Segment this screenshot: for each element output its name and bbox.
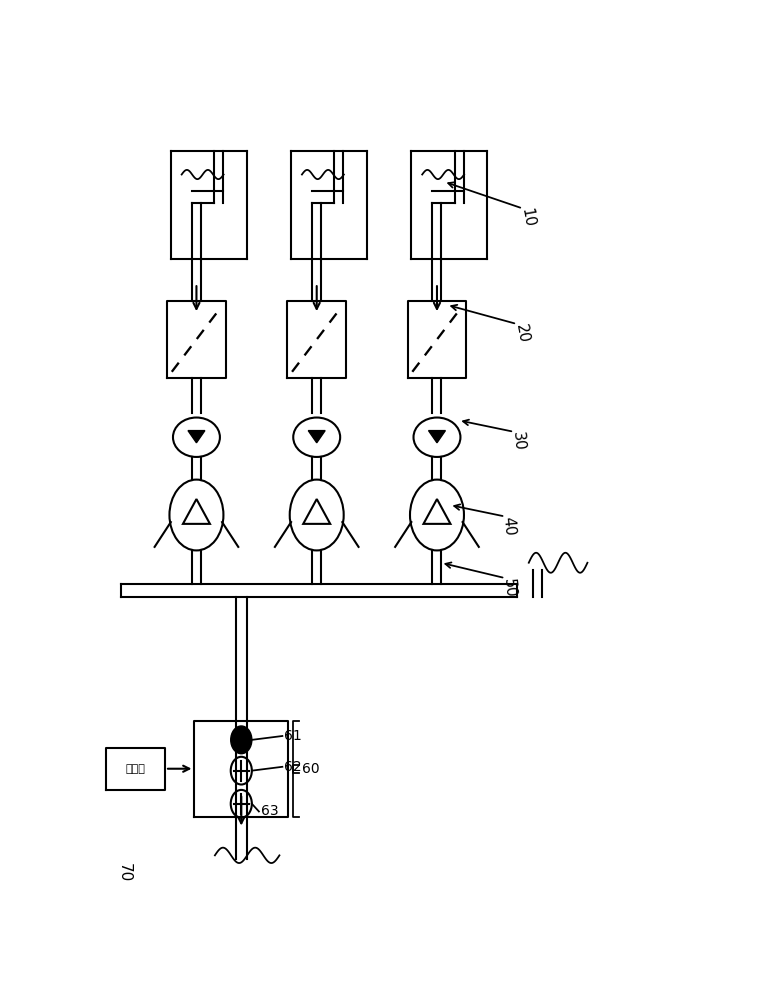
Text: 70: 70 <box>117 863 132 882</box>
Text: 61: 61 <box>284 729 302 743</box>
Text: 20: 20 <box>512 323 531 344</box>
Polygon shape <box>428 431 445 443</box>
Text: 50: 50 <box>501 577 517 598</box>
Polygon shape <box>188 431 205 443</box>
Text: 30: 30 <box>509 431 526 452</box>
Text: 10: 10 <box>519 207 537 229</box>
Circle shape <box>231 726 252 754</box>
Text: 62: 62 <box>284 760 302 774</box>
Text: 40: 40 <box>501 516 517 536</box>
Text: 显示屏: 显示屏 <box>126 764 145 774</box>
Text: 63: 63 <box>260 804 279 818</box>
Text: 60: 60 <box>302 762 319 776</box>
Polygon shape <box>308 431 326 443</box>
